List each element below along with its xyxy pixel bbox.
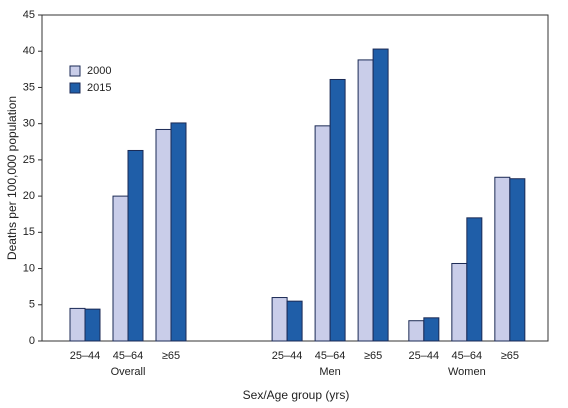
y-tick-label: 35 bbox=[23, 81, 35, 93]
bar bbox=[286, 300, 303, 342]
y-tick-label: 45 bbox=[23, 9, 35, 21]
x-tick-label: 25–44 bbox=[272, 350, 303, 362]
bar bbox=[329, 78, 346, 342]
y-tick-label: 40 bbox=[23, 45, 35, 57]
y-tick-label: 25 bbox=[23, 154, 35, 166]
bar bbox=[112, 195, 129, 342]
bar bbox=[84, 308, 101, 342]
bar bbox=[69, 307, 86, 342]
group-label: Men bbox=[319, 366, 340, 378]
x-axis-title: Sex/Age group (yrs) bbox=[243, 388, 350, 402]
bar bbox=[155, 128, 172, 342]
bar bbox=[170, 122, 187, 342]
x-tick-label: 45–64 bbox=[315, 350, 346, 362]
x-tick-label: 25–44 bbox=[70, 350, 101, 362]
bar bbox=[271, 297, 288, 342]
bar bbox=[408, 320, 425, 342]
x-tick-label: 25–44 bbox=[409, 350, 440, 362]
y-tick-label: 15 bbox=[23, 226, 35, 238]
y-tick-label: 30 bbox=[23, 118, 35, 130]
group-label: Women bbox=[448, 366, 486, 378]
x-tick-label: 45–64 bbox=[452, 350, 483, 362]
bar bbox=[127, 149, 144, 342]
bar bbox=[509, 178, 526, 342]
y-tick-label: 0 bbox=[29, 335, 35, 347]
x-tick-label: ≥65 bbox=[501, 350, 519, 362]
legend-swatch bbox=[69, 82, 81, 94]
y-tick-label: 5 bbox=[29, 299, 35, 311]
y-axis-title: Deaths per 100,000 population bbox=[5, 96, 19, 260]
legend-swatch bbox=[69, 65, 81, 77]
bar bbox=[314, 125, 331, 342]
bar bbox=[357, 59, 374, 342]
bar bbox=[451, 262, 468, 342]
legend-label: 2000 bbox=[87, 65, 111, 77]
y-tick-label: 20 bbox=[23, 190, 35, 202]
bar bbox=[423, 317, 440, 342]
x-tick-label: ≥65 bbox=[364, 350, 382, 362]
legend-label: 2015 bbox=[87, 82, 111, 94]
bar bbox=[372, 48, 389, 342]
x-tick-label: ≥65 bbox=[162, 350, 180, 362]
group-label: Overall bbox=[111, 366, 146, 378]
y-tick-label: 10 bbox=[23, 262, 35, 274]
bar bbox=[466, 217, 483, 342]
bar bbox=[494, 176, 511, 342]
x-tick-label: 45–64 bbox=[113, 350, 144, 362]
